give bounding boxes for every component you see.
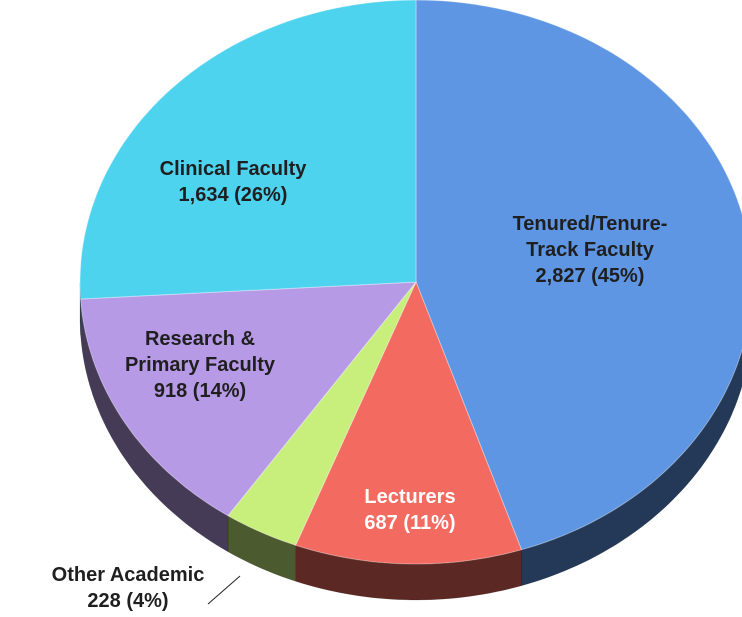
label-text: Research & Primary Faculty	[124, 328, 276, 376]
slice-label: Research & Primary Faculty 918 (14%)	[110, 326, 290, 404]
label-text: Lecturers	[364, 486, 456, 508]
slice-label: Lecturers 687 (11%)	[310, 484, 510, 536]
slice	[415, 0, 742, 551]
label-text: Tenured/Tenure-Track Faculty	[512, 213, 668, 261]
slice-label: Other Academic 228 (4%)	[18, 562, 238, 614]
slice-label: Tenured/Tenure-Track Faculty 2,827 (45%)	[500, 211, 680, 289]
slice	[79, 0, 417, 300]
slice	[294, 280, 523, 565]
label-text: 918 (14%)	[153, 380, 247, 402]
label-text: 2,827 (45%)	[535, 265, 645, 287]
slice-side	[79, 282, 81, 336]
label-text: Clinical Faculty	[159, 158, 307, 180]
label-text: 1,634 (26%)	[178, 184, 288, 206]
slice-label: Clinical Faculty 1,634 (26%)	[123, 156, 343, 208]
label-text: 687 (11%)	[364, 512, 456, 534]
label-text: 228 (4%)	[87, 590, 169, 612]
label-text: Other Academic	[51, 564, 205, 586]
slice	[227, 281, 417, 546]
leader-line	[207, 575, 241, 605]
slice	[80, 281, 418, 517]
